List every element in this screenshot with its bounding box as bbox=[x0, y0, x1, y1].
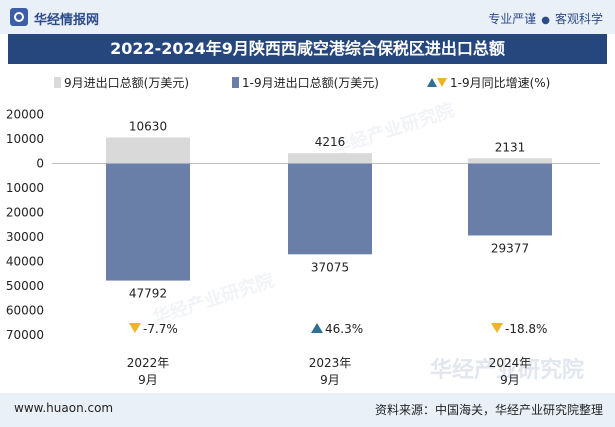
y-tick-label: 0 bbox=[36, 157, 44, 171]
data-label-monthly: 4216 bbox=[315, 135, 346, 149]
legend-label-growth: 1-9月同比增速(%) bbox=[450, 76, 551, 90]
brand-logo-icon bbox=[10, 8, 28, 26]
legend-label-monthly: 9月进出口总额(万美元) bbox=[64, 76, 189, 90]
legend: 9月进出口总额(万美元) 1-9月进出口总额(万美元) 1-9月同比增速(%) bbox=[0, 72, 615, 92]
x-tick-label: 9月 bbox=[138, 373, 158, 387]
y-tick-label: 40000 bbox=[6, 255, 44, 269]
footer: www.huaon.com 资料来源：中国海关，华经产业研究院整理 bbox=[0, 393, 615, 427]
tagline-1: 专业严谨 bbox=[488, 12, 537, 26]
brand-name: 华经情报网 bbox=[34, 13, 100, 28]
legend-swatch-cumulative bbox=[232, 77, 239, 88]
legend-item-monthly: 9月进出口总额(万美元) bbox=[54, 74, 189, 91]
x-tick-label: 2024年 bbox=[489, 356, 532, 370]
y-tick-label: 20000 bbox=[6, 206, 44, 220]
legend-item-cumulative: 1-9月进出口总额(万美元) bbox=[232, 74, 379, 91]
legend-up-triangle-icon bbox=[427, 78, 437, 87]
growth-label: -7.7% bbox=[143, 322, 178, 336]
data-label-cumulative: 29377 bbox=[491, 241, 529, 255]
legend-label-cumulative: 1-9月进出口总额(万美元) bbox=[242, 76, 379, 90]
growth-down-triangle-icon bbox=[491, 323, 503, 333]
bar-monthly bbox=[468, 158, 552, 164]
data-label-monthly: 10630 bbox=[129, 119, 167, 133]
tagline-2: 客观科学 bbox=[554, 12, 603, 26]
y-tick-label: 70000 bbox=[6, 328, 44, 342]
x-tick-label: 2022年 bbox=[127, 356, 170, 370]
chart-title: 2022-2024年9月陕西西咸空港综合保税区进出口总额 bbox=[8, 34, 607, 64]
footer-url: www.huaon.com bbox=[14, 401, 114, 415]
growth-up-triangle-icon bbox=[311, 323, 323, 333]
bar-cumulative bbox=[468, 163, 552, 236]
data-label-monthly: 2131 bbox=[495, 140, 526, 154]
legend-swatch-monthly bbox=[54, 77, 61, 88]
y-tick-label: 50000 bbox=[6, 279, 44, 293]
legend-down-triangle-icon bbox=[437, 78, 447, 87]
bullet-icon: ● bbox=[541, 15, 550, 26]
y-tick-label: 30000 bbox=[6, 230, 44, 244]
footer-source: 资料来源：中国海关，华经产业研究院整理 bbox=[374, 403, 603, 417]
x-tick-label: 2023年 bbox=[309, 356, 352, 370]
y-tick-label: 20000 bbox=[6, 108, 44, 122]
legend-item-growth: 1-9月同比增速(%) bbox=[427, 74, 550, 91]
bar-monthly bbox=[288, 153, 372, 164]
x-tick-label: 9月 bbox=[320, 373, 340, 387]
bar-monthly bbox=[106, 137, 190, 164]
y-tick-label: 10000 bbox=[6, 132, 44, 146]
data-label-cumulative: 37075 bbox=[311, 260, 349, 274]
growth-down-triangle-icon bbox=[129, 323, 141, 333]
top-bar: 华经情报网 专业严谨 ● 客观科学 bbox=[0, 0, 615, 34]
growth-label: 46.3% bbox=[325, 322, 363, 336]
bar-cumulative bbox=[106, 163, 190, 281]
tagline: 专业严谨 ● 客观科学 bbox=[488, 10, 603, 27]
y-tick-label: 10000 bbox=[6, 181, 44, 195]
bar-cumulative bbox=[288, 163, 372, 255]
y-tick-label: 60000 bbox=[6, 304, 44, 318]
data-label-cumulative: 47792 bbox=[129, 287, 167, 301]
x-tick-label: 9月 bbox=[500, 373, 520, 387]
growth-label: -18.8% bbox=[505, 322, 547, 336]
